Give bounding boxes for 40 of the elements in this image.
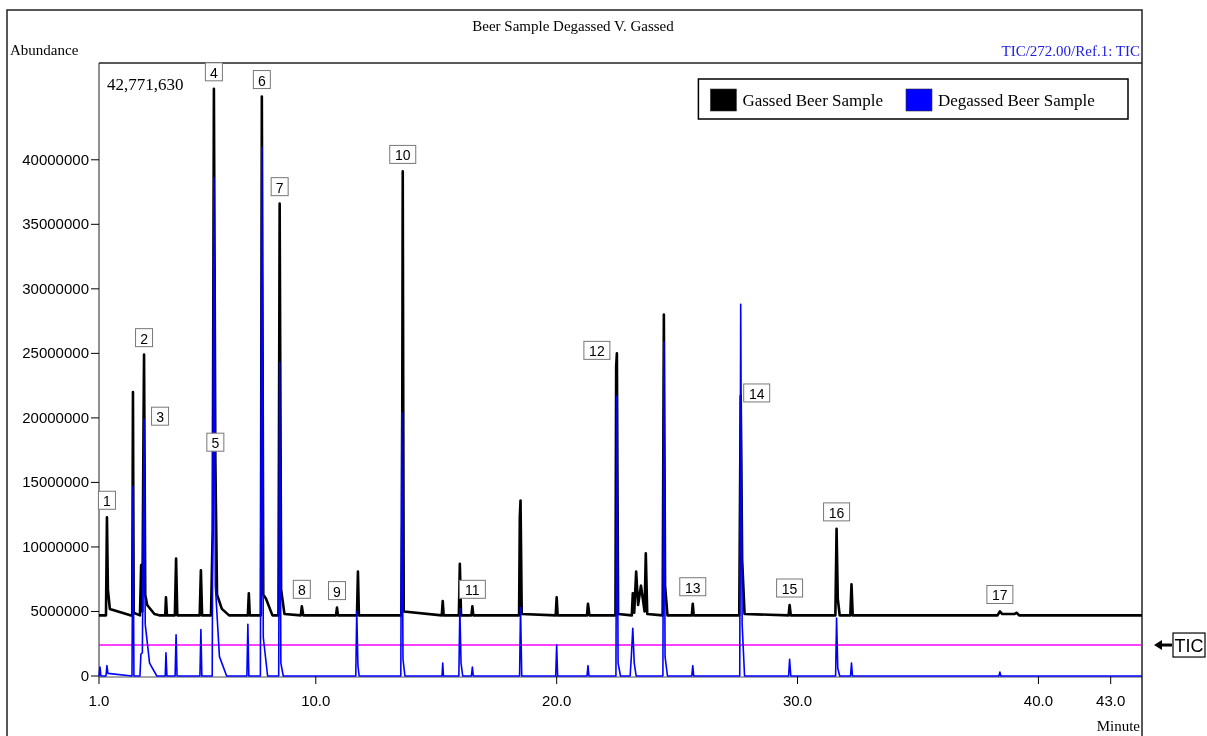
annotation: 7 [275, 179, 284, 196]
y-tick-label: 35000000 [22, 215, 89, 233]
x-tick-label: 40.0 [1023, 692, 1054, 709]
annotation: 6 [257, 72, 266, 89]
annotation: 42,771,630 [107, 75, 184, 94]
y-tick-label: 30000000 [22, 279, 89, 297]
chart-title: Beer Sample Degassed V. Gassed [472, 18, 675, 34]
y-tick-label: 15000000 [22, 473, 89, 491]
annotation: 11 [465, 582, 480, 599]
annotation: 1 [103, 493, 112, 510]
x-tick-label: 20.0 [542, 692, 572, 709]
y-tick-label: 0 [80, 667, 89, 684]
y-axis-title: Abundance [10, 42, 79, 58]
x-tick-label: 1.0 [88, 692, 110, 709]
text: TIC/272.00/Ref.1: TIC [1001, 43, 1140, 59]
annotation: 10 [394, 147, 411, 164]
legend-label: Gassed Beer Sample [742, 91, 884, 110]
annotation: 15 [781, 581, 798, 598]
y-tick-label: 10000000 [22, 537, 89, 555]
x-tick-label: 43.0 [1096, 692, 1126, 709]
annotation: 16 [828, 504, 845, 521]
x-axis-title: Minute [1096, 718, 1141, 734]
annotation: 8 [297, 582, 306, 599]
y-tick-label: 40000000 [22, 150, 89, 168]
annotation: 5 [211, 435, 220, 452]
x-tick-label: 30.0 [782, 692, 813, 709]
annotation: 13 [684, 579, 701, 596]
annotation: 4 [210, 64, 218, 81]
y-tick-label: 25000000 [22, 344, 89, 362]
annotation: 9 [333, 583, 342, 600]
x-tick-label: 10.0 [301, 692, 331, 709]
legend-label: Degassed Beer Sample [938, 91, 1095, 110]
ref-line-label: TIC [1174, 636, 1204, 657]
annotation: 2 [140, 330, 149, 347]
annotation: 3 [156, 409, 165, 426]
annotation: 17 [992, 587, 1008, 604]
annotation: 14 [748, 385, 765, 402]
y-tick-label: 20000000 [22, 408, 89, 426]
y-tick-label: 5000000 [30, 602, 89, 620]
annotation: 12 [589, 343, 605, 360]
